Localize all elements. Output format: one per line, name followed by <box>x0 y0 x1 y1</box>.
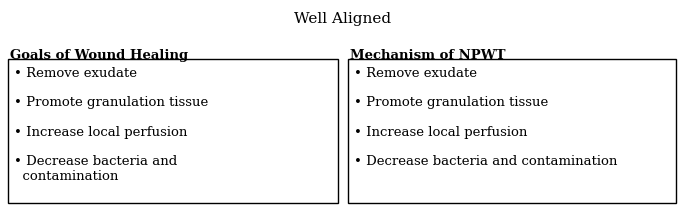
Text: Mechanism of NPWT: Mechanism of NPWT <box>350 49 506 62</box>
Text: Well Aligned: Well Aligned <box>294 12 391 26</box>
Text: • Decrease bacteria and contamination: • Decrease bacteria and contamination <box>354 155 617 168</box>
Text: • Promote granulation tissue: • Promote granulation tissue <box>14 97 208 110</box>
Text: • Remove exudate: • Remove exudate <box>354 67 477 80</box>
Text: • Promote granulation tissue: • Promote granulation tissue <box>354 97 548 110</box>
FancyBboxPatch shape <box>8 59 338 203</box>
Text: • Increase local perfusion: • Increase local perfusion <box>14 126 188 139</box>
Text: • Decrease bacteria and
  contamination: • Decrease bacteria and contamination <box>14 155 177 184</box>
FancyBboxPatch shape <box>348 59 676 203</box>
Text: • Remove exudate: • Remove exudate <box>14 67 137 80</box>
Text: Goals of Wound Healing: Goals of Wound Healing <box>10 49 188 62</box>
Text: • Increase local perfusion: • Increase local perfusion <box>354 126 527 139</box>
